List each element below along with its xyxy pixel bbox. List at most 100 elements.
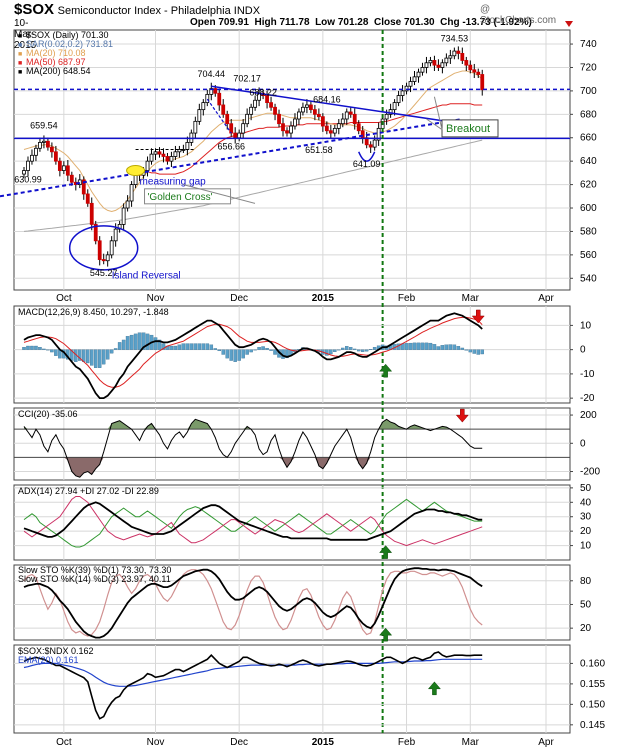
candle-body: [85, 193, 90, 204]
candle-body: [46, 140, 50, 148]
bottom-x-month-label: Dec: [230, 737, 248, 748]
candle-body: [93, 224, 98, 242]
macd-histogram-bar: [145, 333, 150, 350]
candle-body: [336, 123, 341, 129]
candle-body: [392, 102, 397, 111]
candle-body: [201, 102, 206, 111]
macd-histogram-bar: [416, 342, 421, 350]
macd-histogram-bar: [456, 346, 461, 350]
red-down-arrow-icon: [455, 408, 469, 423]
candle-body: [424, 62, 429, 68]
macd-histogram-bar: [448, 344, 453, 350]
watermark: @ StockCharts.com: [480, 4, 557, 26]
candle-body: [26, 160, 30, 171]
candle-body: [237, 132, 242, 139]
macd-histogram-bar: [472, 349, 477, 354]
green-up-arrow-icon: [379, 363, 393, 378]
candle-body: [177, 149, 182, 153]
rel-ratio-line: [23, 651, 483, 720]
candle-body: [281, 123, 285, 132]
macd-histogram-bar: [420, 342, 425, 350]
macd-histogram-bar: [480, 349, 484, 355]
price-x-month-label: Dec: [230, 293, 248, 304]
candle-body: [456, 50, 461, 54]
macd-histogram-bar: [265, 348, 269, 350]
macd-histogram-bar: [125, 336, 130, 350]
price-label: 641.09: [353, 159, 381, 169]
candle-body: [420, 67, 425, 73]
macd-histogram-bar: [97, 349, 102, 368]
candle-body: [396, 95, 401, 104]
bottom-x-month-label: Feb: [398, 737, 416, 748]
macd-histogram-bar: [34, 345, 38, 350]
macd-histogram-bar: [185, 343, 190, 350]
candle-body: [22, 170, 26, 175]
macd-histogram-bar: [233, 349, 237, 362]
candle-body: [229, 123, 234, 134]
candle-body: [448, 55, 453, 59]
candle-body: [65, 165, 70, 176]
candle-body: [285, 130, 289, 134]
candle-body: [388, 109, 393, 115]
y-tick-label: 660: [580, 133, 597, 144]
candle-body: [101, 259, 106, 262]
macd-histogram-bar: [237, 349, 241, 361]
candle-body: [368, 144, 373, 148]
macd-histogram-bar: [113, 348, 118, 350]
breakout-pointer: [426, 118, 443, 130]
minus-di-line: [23, 496, 483, 547]
cci-title: CCI(20) -35.06: [18, 409, 78, 419]
price-x-month-label: Mar: [462, 293, 480, 304]
y-tick-label: 10: [580, 541, 592, 552]
y-tick-label: 20: [580, 623, 592, 634]
macd-histogram-bar: [89, 349, 94, 366]
candle-body: [324, 125, 329, 132]
red-triangle-icon: [565, 21, 573, 27]
macd-histogram-bar: [197, 343, 202, 350]
macd-line: [23, 312, 483, 399]
macd-histogram-bar: [412, 342, 417, 350]
macd-histogram-bar: [38, 347, 42, 350]
measuring-gap-highlight: [126, 165, 146, 177]
candle-body: [185, 142, 190, 150]
macd-histogram-bar: [329, 349, 333, 355]
price-label: 651.58: [305, 145, 333, 155]
macd-histogram-bar: [105, 349, 110, 360]
candle-body: [293, 118, 297, 127]
golden-cross-box: [144, 188, 232, 205]
candle-body: [253, 99, 258, 108]
price-label: 545.27: [90, 268, 118, 278]
annotation-island-reversal: Island Reversal: [112, 270, 181, 281]
candle-body: [129, 184, 134, 202]
macd-histogram-bar: [109, 349, 114, 354]
macd-histogram-bar: [169, 345, 174, 350]
candle-body: [372, 139, 377, 148]
price-label: 702.17: [233, 74, 261, 84]
candle-body: [312, 109, 317, 115]
island-reversal-circle: [68, 225, 139, 271]
macd-histogram-bar: [129, 334, 134, 350]
candle-body: [113, 228, 118, 242]
macd-histogram-bar: [50, 349, 54, 353]
macd-histogram-bar: [404, 343, 409, 350]
macd-histogram-bar: [121, 339, 126, 350]
legend-swatch: ■: [18, 60, 22, 67]
price-legend-item: SAR(0.02,0.2) 731.81: [26, 39, 113, 49]
legend-swatch: ■: [18, 42, 22, 49]
price-label: 659.54: [30, 120, 58, 130]
candle-body: [416, 71, 421, 78]
y-tick-label: -10: [580, 369, 595, 380]
candle-body: [165, 156, 170, 162]
macd-histogram-bar: [141, 332, 146, 350]
breakout-pointer: [433, 96, 443, 130]
adx-line: [23, 501, 483, 541]
macd-histogram-bar: [464, 349, 469, 351]
y-tick-label: 540: [580, 273, 597, 284]
macd-histogram-bar: [285, 349, 289, 359]
macd-histogram-bar: [26, 345, 30, 350]
macd-histogram-bar: [352, 348, 357, 350]
candle-body: [328, 130, 333, 134]
macd-histogram-bar: [476, 349, 481, 355]
candle-body: [309, 104, 313, 111]
panel-frame-macd: [13, 305, 571, 404]
